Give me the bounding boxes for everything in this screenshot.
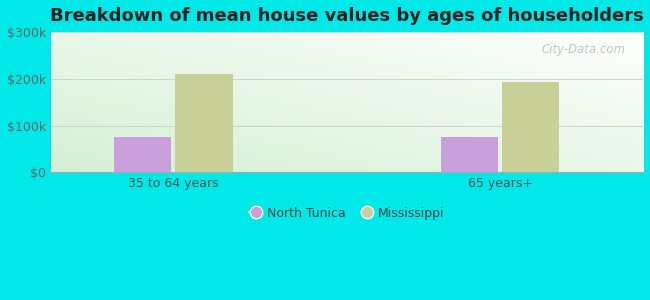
Legend: North Tunica, Mississippi: North Tunica, Mississippi (244, 202, 450, 225)
Bar (176, 74, 233, 172)
Bar (502, 82, 560, 172)
Text: City-Data.com: City-Data.com (541, 43, 625, 56)
Bar (441, 137, 498, 172)
Title: Breakdown of mean house values by ages of householders: Breakdown of mean house values by ages o… (50, 7, 644, 25)
Bar (114, 137, 172, 172)
